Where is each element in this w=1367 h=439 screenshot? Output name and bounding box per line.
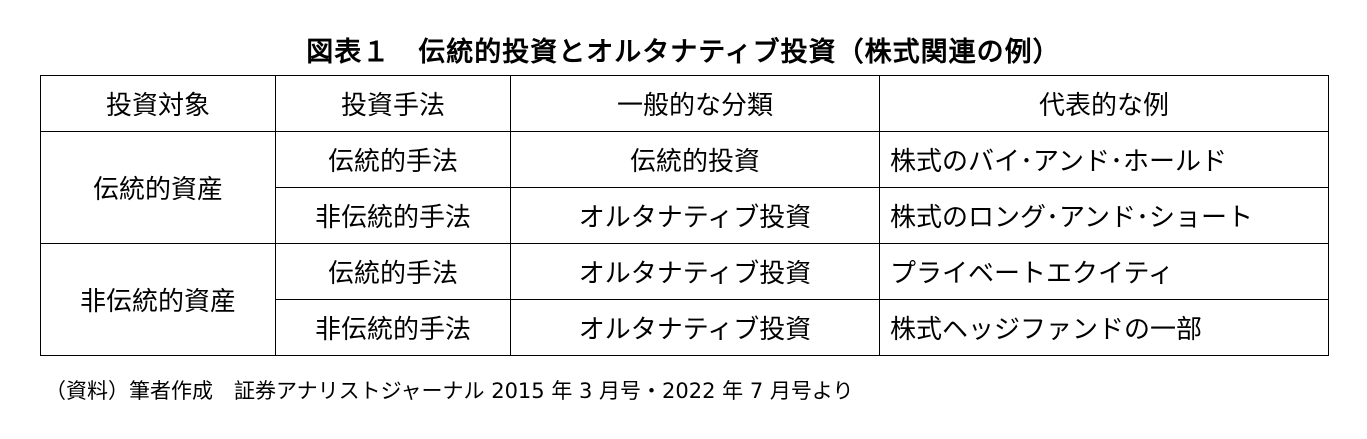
class-cell: 伝統的投資 [510, 131, 880, 188]
method-cell: 伝統的手法 [275, 243, 511, 300]
example-cell: プライベートエクイティ [879, 243, 1329, 300]
class-cell: オルタナティブ投資 [510, 187, 880, 244]
table-row: 非伝統的資産 伝統的手法 オルタナティブ投資 プライベートエクイティ [40, 243, 1329, 356]
source-note: （資料）筆者作成 証券アナリストジャーナル 2015 年 3 月号・2022 年… [45, 379, 854, 403]
header-cell: 投資手法 [275, 75, 511, 132]
asset-cell: 伝統的資産 [40, 131, 276, 244]
class-cell: オルタナティブ投資 [510, 243, 880, 300]
figure-title: 図表１ 伝統的投資とオルタナティブ投資（株式関連の例） [306, 37, 1061, 68]
example-cell: 株式ヘッジファンドの一部 [879, 299, 1329, 356]
table-row: 伝統的資産 伝統的手法 伝統的投資 株式のバイ･アンド･ホールド [40, 131, 1329, 244]
example-cell: 株式のバイ･アンド･ホールド [879, 131, 1329, 188]
table-header-row: 投資対象 投資手法 一般的な分類 代表的な例 [40, 75, 1329, 132]
asset-cell: 非伝統的資産 [40, 243, 276, 356]
header-cell: 一般的な分類 [510, 75, 880, 132]
method-cell: 非伝統的手法 [275, 299, 511, 356]
class-cell: オルタナティブ投資 [510, 299, 880, 356]
investment-table: 投資対象 投資手法 一般的な分類 代表的な例 伝統的資産 伝統的手法 伝統的投資… [40, 75, 1329, 356]
method-cell: 非伝統的手法 [275, 187, 511, 244]
table-row: 非伝統的手法 オルタナティブ投資 株式のロング･アンド･ショート [41, 187, 1329, 244]
header-cell: 投資対象 [40, 75, 276, 132]
example-cell: 株式のロング･アンド･ショート [879, 187, 1329, 244]
method-cell: 伝統的手法 [275, 131, 511, 188]
table-row: 非伝統的手法 オルタナティブ投資 株式ヘッジファンドの一部 [41, 299, 1329, 356]
header-cell: 代表的な例 [879, 75, 1329, 132]
